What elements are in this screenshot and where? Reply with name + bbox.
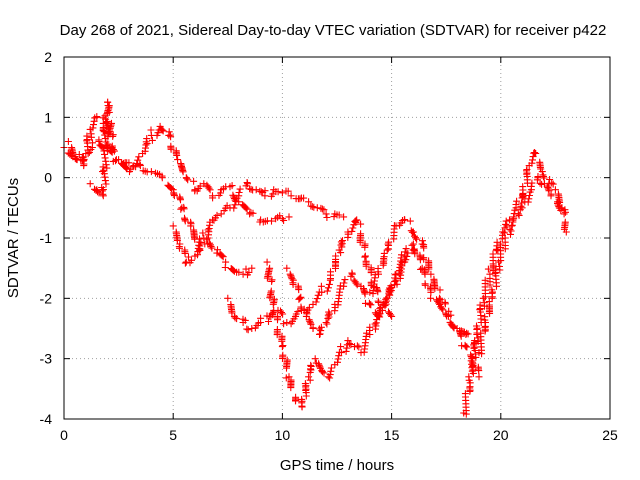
y-tick-label: -1 (40, 230, 53, 246)
x-tick-label: 5 (169, 427, 177, 443)
data-series (60, 98, 570, 418)
tick-labels: 0 5 10 15 20 25 -4 -3 -2 -1 0 1 2 (40, 49, 618, 443)
y-tick-label: 2 (44, 49, 52, 65)
y-tick-label: 1 (44, 109, 52, 125)
data-points (60, 98, 570, 418)
y-tick-label: -2 (40, 290, 53, 306)
x-tick-label: 10 (275, 427, 291, 443)
x-tick-label: 25 (602, 427, 618, 443)
x-tick-label: 0 (60, 427, 68, 443)
y-tick-label: -3 (40, 351, 53, 367)
axis-ticks (63, 56, 611, 420)
y-tick-label: -4 (40, 411, 53, 427)
y-axis-label: SDTVAR / TECUs (5, 178, 22, 298)
y-tick-label: 0 (44, 170, 52, 186)
x-axis-label: GPS time / hours (280, 457, 394, 474)
x-tick-label: 20 (493, 427, 509, 443)
x-tick-label: 15 (384, 427, 400, 443)
chart-title: Day 268 of 2021, Sidereal Day-to-day VTE… (60, 22, 607, 39)
